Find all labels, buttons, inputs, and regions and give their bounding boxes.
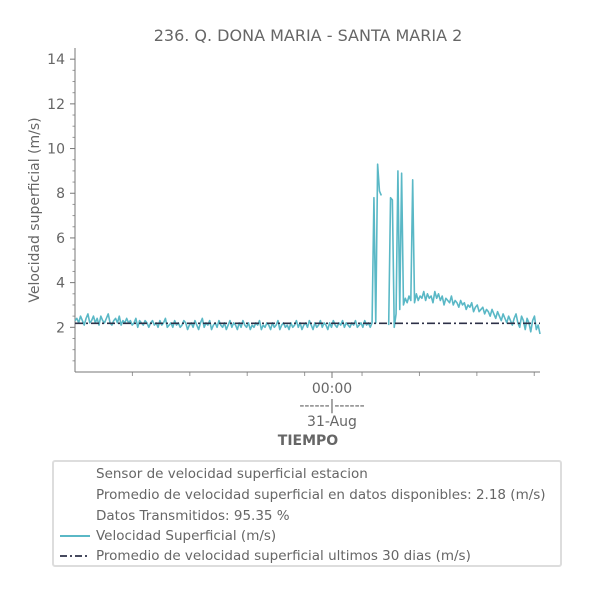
legend-blank-swatch: [58, 506, 92, 526]
legend-entry-velocity: Velocidad Superficial (m/s): [54, 526, 276, 546]
y-tick-label: 12: [47, 97, 65, 113]
legend-velocity-label: Velocidad Superficial (m/s): [96, 528, 277, 544]
series-velocity-line: [74, 163, 541, 335]
y-tick-label: 8: [56, 186, 65, 202]
x-tick-date: 31-Aug: [307, 414, 357, 430]
velocity-line-path: [74, 163, 541, 335]
legend-info-sensor: Sensor de velocidad superficial estacion: [54, 464, 368, 484]
legend-average-label: Promedio de velocidad superficial ultimo…: [96, 548, 471, 564]
legend-info-transmitted-text: Datos Transmitidos: 95.35 %: [96, 508, 290, 524]
x-tick-separator: ------|------: [299, 398, 364, 414]
x-axis-label: TIEMPO: [278, 433, 339, 449]
y-tick-label: 10: [47, 142, 65, 158]
y-tick-label: 6: [56, 231, 65, 247]
legend-info-average-text: Promedio de velocidad superficial en dat…: [96, 487, 546, 503]
legend-info-transmitted: Datos Transmitidos: 95.35 %: [54, 506, 290, 526]
legend-info-sensor-text: Sensor de velocidad superficial estacion: [96, 466, 368, 482]
legend-average-swatch: [58, 546, 92, 566]
chart-title: 236. Q. DONA MARIA - SANTA MARIA 2: [154, 26, 463, 45]
legend: Sensor de velocidad superficial estacion…: [52, 460, 562, 567]
y-axis-label: Velocidad superficial (m/s): [27, 117, 43, 302]
legend-velocity-swatch: [58, 526, 92, 546]
legend-blank-swatch: [58, 464, 92, 484]
y-tick-label: 4: [56, 276, 65, 292]
y-tick-label: 2: [56, 320, 65, 336]
chart-canvas: 236. Q. DONA MARIA - SANTA MARIA 2 Veloc…: [27, 26, 541, 449]
x-tick-time: 00:00: [312, 381, 352, 397]
legend-entry-average: Promedio de velocidad superficial ultimo…: [54, 546, 471, 566]
y-axis-ticks: 2 4 6 8 10 12 14: [47, 52, 75, 362]
y-tick-label: 14: [47, 52, 65, 68]
legend-info-average: Promedio de velocidad superficial en dat…: [54, 485, 546, 505]
legend-blank-swatch: [58, 485, 92, 505]
x-axis-minor-ticks: [131, 372, 535, 378]
